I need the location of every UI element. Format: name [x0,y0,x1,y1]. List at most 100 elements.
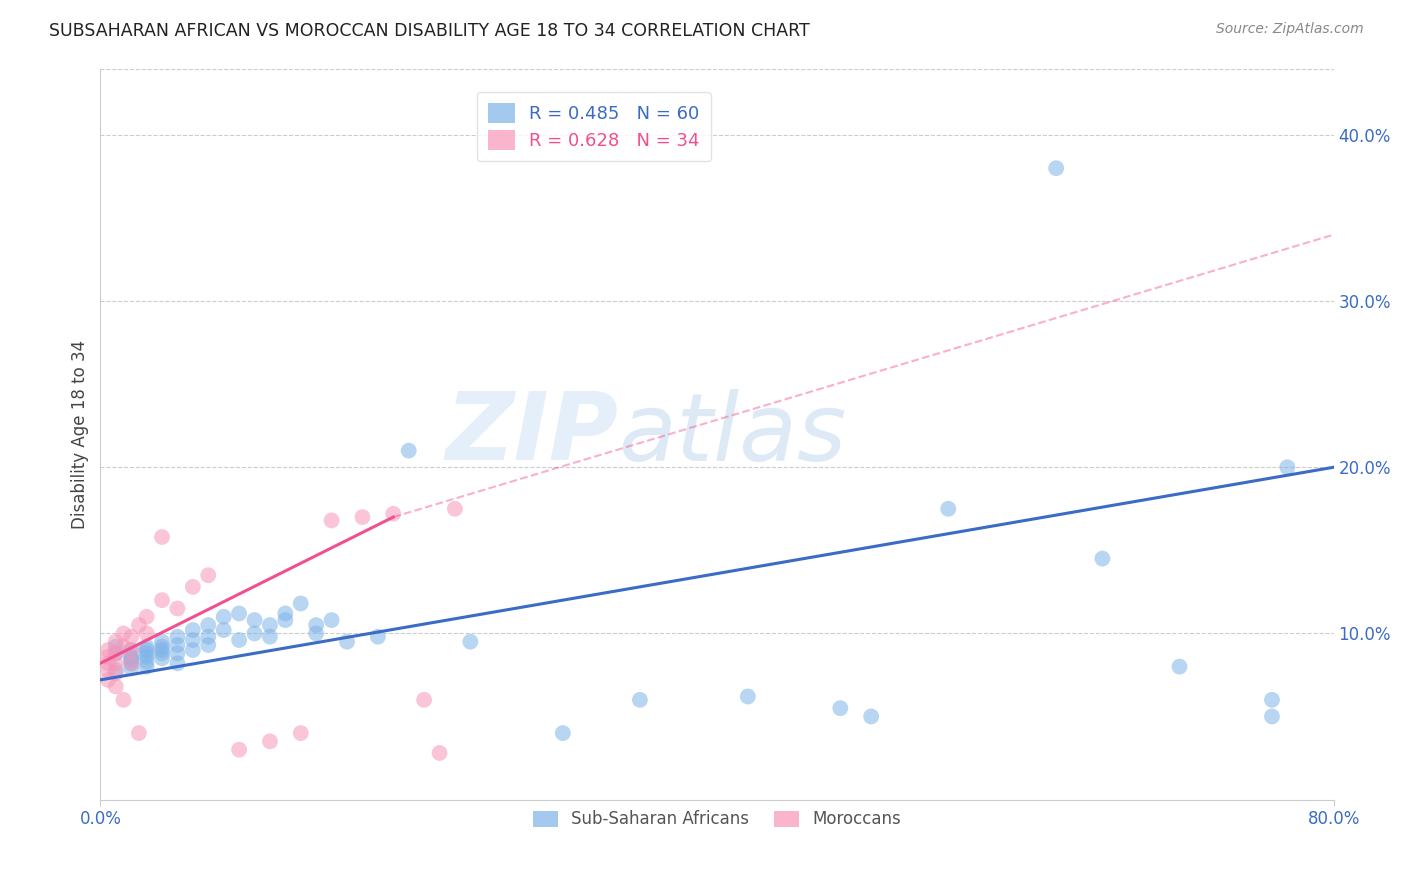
Point [444,501,467,516]
Text: SUBSAHARAN AFRICAN VS MOROCCAN DISABILITY AGE 18 TO 34 CORRELATION CHART: SUBSAHARAN AFRICAN VS MOROCCAN DISABILIT… [49,22,810,40]
Point [97,657,120,671]
Point [166,657,188,671]
Point [197,568,219,582]
Point [259,618,281,632]
Point [228,633,250,648]
Point [112,640,135,654]
Point [150,643,173,657]
Point [135,626,157,640]
Point [150,646,173,660]
Y-axis label: Disability Age 18 to 34: Disability Age 18 to 34 [72,340,89,529]
Point [936,501,959,516]
Point [128,726,150,740]
Point [336,634,359,648]
Point [120,657,142,671]
Point [228,607,250,621]
Point [830,701,852,715]
Point [128,618,150,632]
Point [274,607,297,621]
Point [628,693,651,707]
Text: Source: ZipAtlas.com: Source: ZipAtlas.com [1216,22,1364,37]
Point [228,742,250,756]
Point [1091,551,1114,566]
Point [97,663,120,677]
Point [135,659,157,673]
Point [1261,709,1284,723]
Point [212,609,235,624]
Point [290,726,312,740]
Point [97,643,120,657]
Point [120,643,142,657]
Point [181,580,204,594]
Point [104,663,127,677]
Point [305,626,328,640]
Point [104,657,127,671]
Point [166,638,188,652]
Point [460,634,482,648]
Text: ZIP: ZIP [446,388,619,480]
Point [97,649,120,664]
Legend: Sub-Saharan Africans, Moroccans: Sub-Saharan Africans, Moroccans [526,804,908,835]
Point [120,649,142,664]
Point [413,693,436,707]
Point [104,666,127,681]
Point [1045,161,1067,176]
Point [112,693,135,707]
Point [1277,460,1299,475]
Point [166,601,188,615]
Point [212,623,235,637]
Point [120,643,142,657]
Point [352,510,374,524]
Point [120,661,142,675]
Point [104,634,127,648]
Point [197,618,219,632]
Point [150,651,173,665]
Point [737,690,759,704]
Point [120,630,142,644]
Point [551,726,574,740]
Point [1261,693,1284,707]
Point [321,613,343,627]
Point [429,746,451,760]
Point [290,597,312,611]
Point [181,643,204,657]
Point [104,640,127,654]
Point [135,643,157,657]
Point [305,618,328,632]
Point [112,626,135,640]
Point [243,613,266,627]
Point [274,613,297,627]
Point [197,630,219,644]
Point [135,640,157,654]
Point [104,646,127,660]
Point [97,673,120,687]
Point [150,634,173,648]
Point [120,657,142,671]
Point [398,443,420,458]
Point [150,640,173,654]
Point [104,680,127,694]
Point [243,626,266,640]
Point [367,630,389,644]
Point [104,646,127,660]
Point [259,630,281,644]
Point [135,646,157,660]
Point [135,655,157,669]
Point [120,653,142,667]
Point [259,734,281,748]
Point [150,530,173,544]
Point [166,630,188,644]
Point [1168,659,1191,673]
Point [150,593,173,607]
Point [166,646,188,660]
Point [120,651,142,665]
Point [321,513,343,527]
Point [135,609,157,624]
Point [197,638,219,652]
Point [181,623,204,637]
Text: atlas: atlas [619,389,846,480]
Point [860,709,883,723]
Point [135,649,157,664]
Point [181,633,204,648]
Point [382,507,405,521]
